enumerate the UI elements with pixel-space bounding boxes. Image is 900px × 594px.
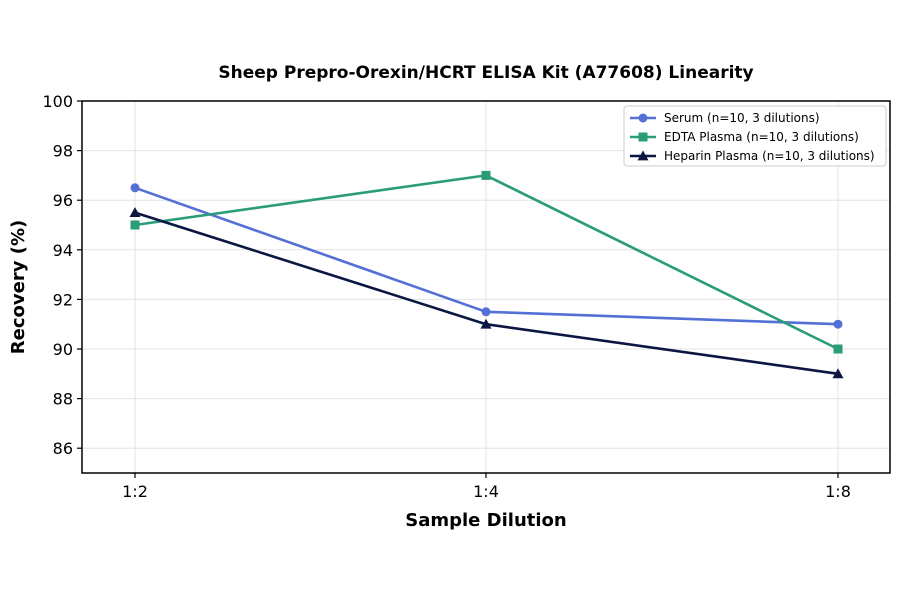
legend-item: EDTA Plasma (n=10, 3 dilutions) [630,130,859,144]
series-triangle [129,207,844,379]
x-tick-label: 1:8 [825,482,851,501]
y-tick-label: 98 [53,142,73,161]
y-tick-label: 90 [53,340,73,359]
data-point [833,344,843,354]
series-layer [129,170,844,379]
y-tick-label: 96 [53,191,73,210]
data-point [130,220,140,230]
data-point [129,207,141,217]
legend-marker [638,113,648,123]
y-tick-label: 86 [53,439,73,458]
data-point [833,319,843,329]
y-tick-label: 92 [53,290,73,309]
legend-label: EDTA Plasma (n=10, 3 dilutions) [664,130,859,144]
y-tick-label: 94 [53,241,73,260]
legend-box [623,105,887,167]
data-point [481,307,491,317]
legend-item: Heparin Plasma (n=10, 3 dilutions) [630,149,875,163]
legend-label: Heparin Plasma (n=10, 3 dilutions) [664,149,875,163]
data-point [481,170,491,180]
legend: Serum (n=10, 3 dilutions) EDTA Plasma (n=… [623,105,887,167]
chart-title: Sheep Prepro-Orexin/HCRT ELISA Kit (A776… [218,63,753,83]
y-axis-label: Recovery (%) [8,220,29,354]
data-point [480,318,492,329]
series-circle [130,183,843,329]
axes: 86 88 90 92 94 96 98 100 1:2 1:4 1:8 [42,92,850,501]
data-point [130,183,140,193]
y-tick-label: 88 [53,390,73,409]
legend-label: Serum (n=10, 3 dilutions) [664,111,820,125]
x-tick-label: 1:2 [122,482,148,501]
legend-marker [637,150,649,161]
x-axis-label: Sample Dilution [405,510,566,531]
x-tick-label: 1:4 [473,482,499,501]
y-tick-label: 100 [42,92,73,111]
legend-marker [638,132,648,142]
legend-item: Serum (n=10, 3 dilutions) [630,111,820,125]
data-point [832,368,844,379]
series-square [130,170,843,354]
